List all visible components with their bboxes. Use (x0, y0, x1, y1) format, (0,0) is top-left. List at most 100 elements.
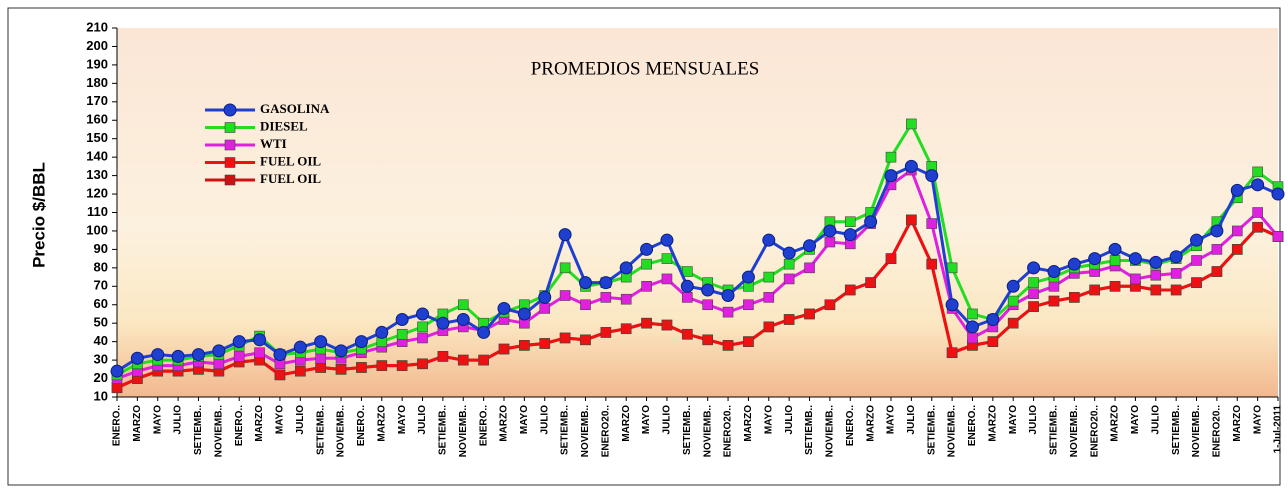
marker (110, 364, 124, 378)
marker (904, 159, 918, 173)
x-tick-label: MAYO (397, 405, 408, 434)
marker (1088, 252, 1102, 266)
x-tick-label: JULIO (1150, 405, 1161, 435)
y-tick-label: 20 (94, 370, 108, 385)
marker (1252, 166, 1263, 178)
marker (1028, 277, 1039, 288)
marker (743, 299, 754, 311)
marker (437, 351, 449, 362)
x-tick-label: JULIO (295, 405, 306, 435)
marker (224, 139, 236, 151)
marker (864, 215, 878, 229)
marker (1109, 280, 1121, 292)
marker (191, 348, 205, 362)
marker (702, 334, 713, 346)
x-tick-label: MAYO (519, 405, 530, 434)
marker (986, 313, 1000, 327)
x-tick-label: JULIO (417, 405, 428, 435)
marker (926, 258, 938, 270)
y-tick-label: 140 (86, 149, 108, 164)
x-tick-label: NOVIEMB.. (947, 405, 958, 457)
marker (906, 214, 917, 226)
marker (1108, 242, 1122, 256)
marker (824, 236, 836, 248)
x-tick-label: MARZO (499, 405, 510, 442)
marker (641, 317, 652, 329)
marker (660, 233, 674, 247)
x-tick-label: ENERO20.. (723, 405, 734, 457)
marker (702, 299, 713, 311)
marker (782, 246, 796, 260)
marker (1150, 284, 1162, 296)
x-tick-label: NOVIEMB.. (213, 405, 224, 457)
y-tick-label: 90 (94, 241, 108, 256)
x-tick-label: ENERO.. (356, 405, 367, 446)
x-tick-label: NOVIEMB.. (336, 405, 347, 457)
marker (314, 335, 328, 349)
marker (763, 271, 775, 283)
marker (578, 276, 592, 290)
marker (334, 344, 348, 358)
y-tick-label: 60 (94, 296, 108, 311)
x-tick-label: JULIO (906, 405, 917, 435)
y-tick-label: 10 (94, 388, 108, 403)
marker (946, 347, 958, 359)
x-tick-label: JULIO (539, 405, 550, 435)
marker (1006, 279, 1020, 293)
marker (844, 216, 856, 228)
x-tick-label: ENERO20.. (1212, 405, 1223, 457)
legend-label: GASOLINA (260, 101, 330, 116)
marker (661, 253, 673, 264)
marker (641, 258, 652, 270)
y-tick-label: 70 (94, 278, 108, 293)
x-tick-label: MAYO (1252, 405, 1263, 434)
x-tick-label: NOVIEMB.. (1069, 405, 1080, 457)
marker (539, 303, 551, 314)
legend-label: FUEL OIL (260, 153, 321, 168)
y-tick-label: 130 (86, 167, 108, 182)
x-tick-label: ENERO.. (234, 405, 245, 446)
marker (1048, 280, 1060, 292)
marker (498, 343, 510, 355)
x-tick-label: SETIEMB.. (804, 405, 815, 455)
y-axis-label: Precio $/BBL (29, 162, 48, 268)
marker (844, 284, 856, 296)
marker (293, 340, 307, 354)
marker (824, 299, 836, 311)
marker (233, 351, 245, 362)
marker (254, 347, 265, 359)
marker (641, 280, 652, 292)
marker (1231, 244, 1243, 255)
marker (619, 261, 633, 275)
y-tick-label: 210 (86, 19, 108, 34)
x-tick-label: MARZO (987, 405, 998, 442)
marker (477, 325, 491, 339)
marker (457, 354, 469, 366)
marker (1191, 277, 1202, 288)
marker (478, 354, 489, 366)
marker (273, 348, 287, 362)
x-tick-label: NOVIEMB.. (702, 405, 713, 457)
marker (843, 228, 857, 242)
marker (151, 348, 165, 362)
marker (620, 323, 632, 335)
marker (682, 292, 693, 303)
y-tick-label: 110 (87, 204, 108, 219)
marker (1191, 255, 1202, 266)
x-tick-label: ENERO20.. (600, 405, 611, 457)
marker (1007, 317, 1019, 329)
legend-label: FUEL OIL (260, 171, 321, 186)
x-tick-label: MARZO (621, 405, 632, 442)
marker (1069, 292, 1080, 303)
marker (1271, 187, 1285, 201)
marker (559, 290, 571, 301)
marker (1149, 255, 1163, 269)
x-tick-label: MARZO (132, 405, 143, 442)
marker (436, 316, 450, 330)
marker (1230, 183, 1244, 197)
y-tick-label: 120 (86, 185, 108, 200)
marker (274, 369, 286, 381)
marker (1130, 273, 1141, 285)
x-tick-label: MARZO (1232, 405, 1243, 442)
x-tick-label: SETIEMB.. (315, 405, 326, 455)
